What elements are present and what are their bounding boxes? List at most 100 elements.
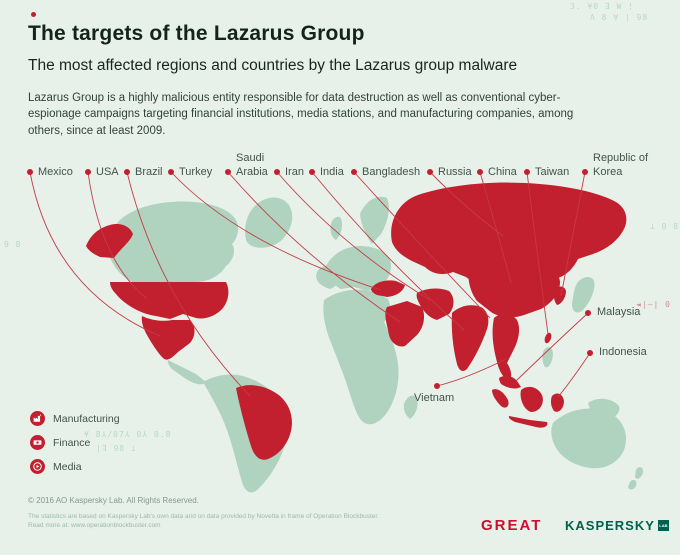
callout-dot-china	[477, 169, 483, 175]
map-label-indonesia: Indonesia	[599, 346, 647, 358]
callout-line-usa	[87, 171, 147, 299]
callout-line-malaysia	[515, 312, 589, 382]
decor-glyphs: Ʌ 8 ∀ | 98	[590, 13, 649, 22]
statistics-note: The statistics are based on Kaspersky La…	[28, 513, 379, 520]
callout-dot-brazil	[124, 169, 130, 175]
region-europe	[326, 246, 391, 291]
callout-dot-saudi-arabia	[225, 169, 231, 175]
country-indonesia-sulawesi	[550, 393, 564, 412]
callout-line-indonesia	[557, 352, 591, 398]
manufacturing-icon	[30, 411, 45, 426]
decor-glyphs: 9 8	[4, 240, 22, 249]
page-title: The targets of the Lazarus Group	[28, 22, 365, 45]
map-label-republic-of-korea: Republic of Korea	[593, 152, 649, 178]
callout-dot-indonesia	[587, 350, 593, 356]
callout-line-india	[311, 171, 465, 331]
country-iran	[416, 288, 454, 320]
map-label-usa: USA	[96, 166, 119, 178]
callout-line-saudi-arabia	[227, 171, 401, 323]
callout-line-russia	[429, 171, 504, 237]
region-uk	[330, 216, 343, 240]
callout-dot-malaysia	[585, 310, 591, 316]
continents	[107, 196, 644, 493]
map-label-iran: Iran	[285, 166, 304, 178]
country-alaska	[86, 224, 133, 258]
legend-item-media: Media	[30, 459, 120, 474]
map-label-saudi-arabia: Saudi Arabia	[236, 152, 268, 178]
callout-line-mexico	[29, 171, 161, 337]
region-scandinavia	[360, 196, 389, 244]
callout-line-turkey	[170, 171, 382, 291]
decor-glyphs: ¥ 8⅄/07⅄ 0⅄ 0.8	[84, 430, 172, 439]
map-label-malaysia: Malaysia	[597, 306, 641, 318]
media-icon	[30, 459, 45, 474]
callout-line-iran	[276, 171, 431, 301]
kaspersky-wordmark: KASPERSKY	[565, 518, 655, 533]
kaspersky-lab-mark: LAB	[657, 520, 669, 531]
region-africa	[323, 289, 399, 425]
great-logo: GREAT	[481, 517, 543, 534]
callout-line-china	[479, 171, 512, 284]
country-indonesia-borneo	[520, 386, 543, 412]
callout-line-brazil	[126, 171, 251, 397]
country-malaysia	[499, 375, 521, 389]
legend-label-manufacturing: Manufacturing	[53, 412, 120, 425]
callout-line-vietnam	[436, 358, 507, 387]
map-label-vietnam: Vietnam	[414, 392, 455, 404]
decor-glyphs: ◄|—| 0	[636, 300, 671, 309]
region-canada	[107, 201, 239, 282]
country-brazil	[236, 385, 292, 460]
callout-line-taiwan	[526, 171, 549, 335]
country-russia	[391, 182, 627, 288]
country-indonesia-java	[508, 416, 548, 428]
decor-glyphs: |∃ 98 ⊥	[96, 444, 137, 453]
legend: Manufacturing Finance Media	[30, 411, 120, 483]
callout-line-republic-of-korea	[560, 171, 586, 297]
callout-dots	[27, 169, 593, 389]
country-taiwan	[544, 332, 552, 344]
map-label-china: China	[488, 166, 517, 178]
callout-dot-mexico	[27, 169, 33, 175]
callout-lines	[29, 171, 591, 398]
country-korea	[553, 286, 566, 305]
legend-item-finance: Finance	[30, 435, 120, 450]
description-text: Lazarus Group is a highly malicious enti…	[28, 92, 574, 137]
callout-dot-turkey	[168, 169, 174, 175]
decor-glyphs: ⊥ 0 8	[650, 222, 680, 231]
finance-icon	[30, 435, 45, 450]
country-mexico	[141, 316, 195, 360]
map-label-brazil: Brazil	[135, 166, 163, 178]
map-label-taiwan: Taiwan	[535, 166, 570, 178]
region-central-america	[167, 360, 206, 385]
legend-label-media: Media	[53, 460, 82, 473]
map-label-bangladesh: Bangladesh	[362, 166, 421, 178]
map-label-mexico: Mexico	[38, 166, 73, 178]
region-japan	[572, 277, 595, 313]
legend-item-manufacturing: Manufacturing	[30, 411, 120, 426]
legend-label-finance: Finance	[53, 436, 91, 449]
decor-red-dot	[31, 12, 36, 17]
map-label-russia: Russia	[438, 166, 472, 178]
callout-dot-india	[309, 169, 315, 175]
country-india	[451, 305, 489, 372]
region-iberia	[316, 265, 342, 289]
country-usa	[110, 282, 229, 319]
country-china	[468, 255, 560, 318]
region-south-america	[203, 374, 288, 493]
country-turkey	[371, 280, 405, 297]
country-indonesia-sumatra	[492, 389, 509, 408]
map-label-india: India	[320, 166, 344, 178]
callout-dot-vietnam	[434, 383, 440, 389]
callout-dot-taiwan	[524, 169, 530, 175]
callout-line-bangladesh	[353, 171, 491, 319]
copyright-text: © 2016 AO Kaspersky Lab. All Rights Rese…	[28, 496, 199, 505]
kaspersky-logo: KASPERSKY LAB	[565, 518, 669, 533]
region-greenland	[245, 197, 293, 248]
page-subtitle: The most affected regions and countries …	[28, 57, 518, 74]
affected-countries	[86, 182, 627, 460]
decor-glyphs: 3. ¥0 ∃ W !	[570, 2, 634, 11]
callout-dot-republic-of-korea	[582, 169, 588, 175]
map-label-turkey: Turkey	[179, 166, 213, 178]
callout-dot-bangladesh	[351, 169, 357, 175]
